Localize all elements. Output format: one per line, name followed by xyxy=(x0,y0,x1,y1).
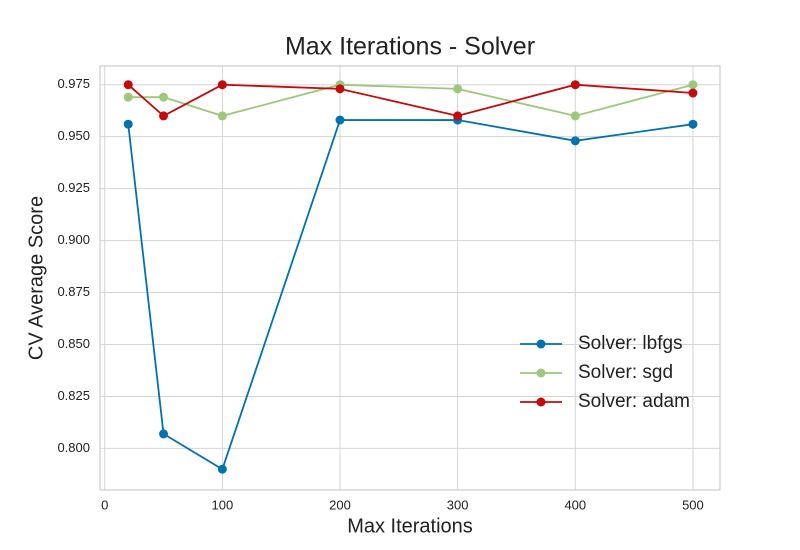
data-point xyxy=(570,136,580,146)
data-point xyxy=(159,92,169,102)
data-point xyxy=(688,119,698,129)
x-tick-label: 500 xyxy=(682,497,704,512)
data-point xyxy=(123,92,133,102)
data-point xyxy=(217,111,227,121)
data-point xyxy=(335,84,345,94)
x-tick-label: 100 xyxy=(212,497,234,512)
plot-frame xyxy=(99,65,721,491)
data-point xyxy=(570,111,580,121)
x-tick-label: 300 xyxy=(447,497,469,512)
y-tick-label: 0.925 xyxy=(57,180,90,195)
data-point xyxy=(217,464,227,474)
y-tick-label: 0.975 xyxy=(57,76,90,91)
data-point xyxy=(335,115,345,125)
data-point xyxy=(688,80,698,90)
data-point xyxy=(453,84,463,94)
legend-marker xyxy=(536,397,546,407)
y-tick-label: 0.800 xyxy=(57,440,90,455)
data-point xyxy=(217,80,227,90)
chart-title: Max Iterations - Solver xyxy=(285,33,535,61)
data-point xyxy=(159,111,169,121)
legend-marker xyxy=(536,368,546,378)
data-point xyxy=(453,111,463,121)
data-point xyxy=(570,80,580,90)
x-axis-label: Max Iterations xyxy=(347,515,473,537)
legend-label: Solver: adam xyxy=(578,391,690,412)
x-tick-label: 200 xyxy=(329,497,351,512)
series-line xyxy=(127,119,694,471)
data-point xyxy=(159,429,169,439)
legend-label: Solver: lbfgs xyxy=(578,333,683,354)
y-tick-label: 0.950 xyxy=(57,128,90,143)
legend-marker xyxy=(536,339,546,349)
data-point xyxy=(123,80,133,90)
y-tick-label: 0.875 xyxy=(57,284,90,299)
y-tick-label: 0.850 xyxy=(57,336,90,351)
data-point xyxy=(123,119,133,129)
legend-label: Solver: sgd xyxy=(578,362,673,383)
x-tick-label: 400 xyxy=(564,497,586,512)
y-tick-label: 0.900 xyxy=(57,232,90,247)
x-tick-label: 0 xyxy=(101,497,108,512)
data-point xyxy=(688,88,698,98)
series-line xyxy=(127,83,694,117)
y-tick-label: 0.825 xyxy=(57,388,90,403)
y-axis-label: CV Average Score xyxy=(25,196,47,360)
